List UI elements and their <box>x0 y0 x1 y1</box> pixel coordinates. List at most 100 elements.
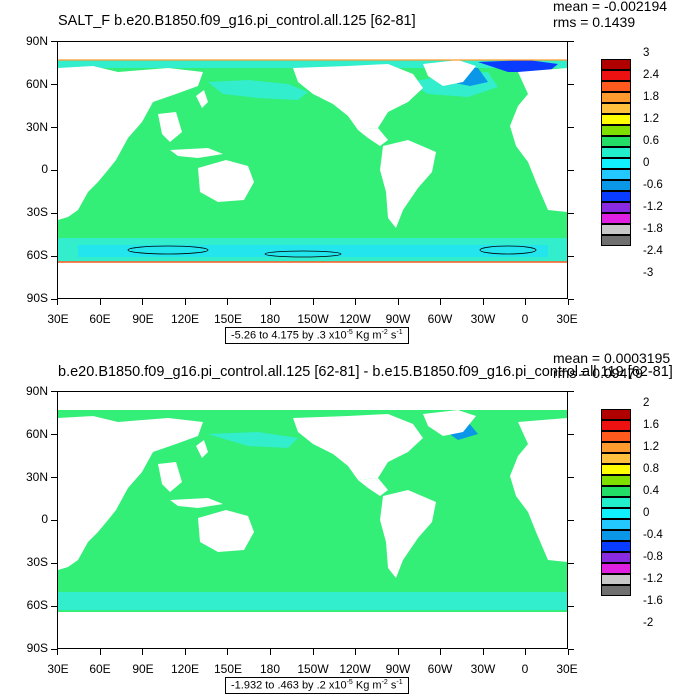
lon-tick <box>269 649 271 655</box>
lon-tick <box>482 299 484 305</box>
land-indonesia <box>170 148 223 158</box>
lon-tick <box>440 649 442 655</box>
lat-tick <box>51 520 57 521</box>
colorbar-label: 1.8 <box>643 91 659 103</box>
colorbar-box <box>601 224 631 235</box>
colorbar-box <box>601 114 631 125</box>
lon-tick <box>397 649 399 655</box>
land-japan <box>196 440 208 458</box>
lon-tick <box>227 299 229 305</box>
lon-tick <box>57 649 58 655</box>
rms-value: rms = 0.1439 <box>553 14 636 30</box>
colorbar-box <box>601 464 631 475</box>
colorbar-box <box>601 147 631 158</box>
lat-tick <box>51 299 57 300</box>
land-eurasia-africa <box>58 66 203 220</box>
lon-tick <box>568 299 569 305</box>
colorbar-box <box>601 431 631 442</box>
colorbar-box <box>601 530 631 541</box>
lon-label: 90W <box>385 662 411 676</box>
lon-label: 60E <box>89 662 111 676</box>
colorbar-label: -1.6 <box>643 595 663 607</box>
colorbar-box <box>601 409 631 420</box>
colorbar-box <box>601 59 631 70</box>
colorbar-box <box>601 213 631 224</box>
colorbar-box <box>601 552 631 563</box>
lon-tick <box>440 299 442 305</box>
colorbar-box <box>601 125 631 136</box>
lat-label: 60N <box>25 77 48 91</box>
lon-tick <box>184 299 186 305</box>
colorbar-label: 0.6 <box>643 135 659 147</box>
world-map <box>57 41 568 299</box>
lat-label: 60S <box>26 598 48 612</box>
colorbar-label: -2.4 <box>643 245 663 257</box>
lon-label: 150E <box>213 312 243 326</box>
mean-value: mean = -0.002194 <box>553 0 668 14</box>
lon-label: 30W <box>470 662 496 676</box>
lat-tick <box>568 170 574 171</box>
colorbar-label: 0 <box>643 157 650 169</box>
lon-label: 150W <box>297 662 329 676</box>
lat-tick <box>568 256 574 257</box>
colorbar-label: -1.2 <box>643 201 663 213</box>
lon-label: 60W <box>427 662 453 676</box>
lat-tick <box>568 299 574 300</box>
lat-label: 30S <box>26 205 48 219</box>
lat-label: 30N <box>25 470 48 484</box>
colorbar-label: 1.6 <box>643 419 659 431</box>
contour-range-label: -1.932 to .463 by .2 x10-5 Kg m-2 s-1 <box>225 677 409 694</box>
lon-tick <box>355 649 357 655</box>
lat-label: 90S <box>26 291 48 305</box>
lon-label: 30E <box>556 662 578 676</box>
colorbar-box <box>601 541 631 552</box>
lon-label: 90W <box>385 312 411 326</box>
land-eurasia-africa <box>58 416 203 570</box>
land-india <box>113 452 138 487</box>
lon-label: 60W <box>427 312 453 326</box>
lon-tick <box>227 649 229 655</box>
lon-label: 180 <box>259 662 281 676</box>
lat-tick <box>51 127 57 128</box>
map-panel-top: SALT_F b.e20.B1850.f09_g16.pi_control.al… <box>25 0 668 344</box>
colorbar-label: 3 <box>643 47 650 59</box>
colorbar-label: 0 <box>643 507 650 519</box>
mean-value: mean = 0.0003195 <box>553 350 671 366</box>
lon-tick <box>184 649 186 655</box>
lon-tick <box>269 299 271 305</box>
contour-line <box>479 245 537 255</box>
map-field <box>58 392 567 648</box>
lon-tick <box>355 299 357 305</box>
lon-label: 0 <box>521 312 529 326</box>
lon-tick <box>525 299 527 305</box>
colorbar-label: 0.8 <box>643 463 659 475</box>
lat-tick <box>568 41 574 42</box>
world-map <box>57 391 568 649</box>
land-se-asia <box>158 462 182 492</box>
colorbar-box <box>601 81 631 92</box>
colorbar-label: 1.2 <box>643 441 659 453</box>
lon-tick <box>397 299 399 305</box>
lat-label: 90N <box>25 34 48 48</box>
lon-label: 30E <box>47 312 69 326</box>
lat-tick <box>51 41 57 42</box>
colorbar-box <box>601 442 631 453</box>
lon-label: 90E <box>132 312 154 326</box>
map-panel-bottom: b.e20.B1850.f09_g16.pi_control.all.125 [… <box>0 350 700 700</box>
colorbar-box <box>601 497 631 508</box>
lat-tick <box>568 434 574 435</box>
lat-tick <box>568 391 574 392</box>
colorbar-box <box>601 191 631 202</box>
colorbar-box <box>601 420 631 431</box>
southern-ocean-band <box>58 592 567 610</box>
lat-tick <box>568 127 574 128</box>
arctic-land <box>58 42 567 60</box>
lat-tick <box>51 649 57 650</box>
colorbar-box <box>601 563 631 574</box>
lat-label: 90N <box>25 384 48 398</box>
arctic-land <box>58 392 567 410</box>
colorbar-label: 1.2 <box>643 113 659 125</box>
colorbar-label: -2 <box>643 617 654 629</box>
colorbar-box <box>601 70 631 81</box>
lat-tick <box>51 477 57 478</box>
